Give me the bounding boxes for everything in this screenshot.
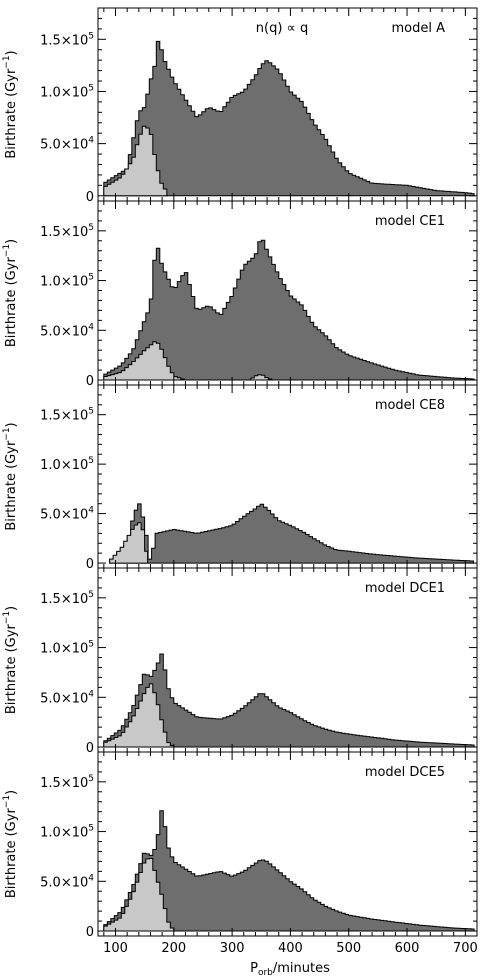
histogram-short-period [103,683,175,748]
y-tick-label: 1.5×105 [40,223,94,240]
x-axis-title-main: P [250,961,258,976]
histogram-short-period [103,341,273,381]
panel-model-dce1: 0 5.0×104 1.0×105 1.5×105 Birthrate (Gyr−1) m… [2,567,478,756]
histogram-short-period [103,857,175,932]
panel-label: model DCE5 [365,765,445,780]
histogram-total [103,239,475,381]
panel-model-ce8: 0 5.0×104 1.0×105 1.5×105 Birthrate (Gyr−1) m… [2,384,478,572]
y-axis-title: Birthrate (Gyr−1) [2,790,19,898]
y-axis-title: Birthrate (Gyr−1) [2,422,19,530]
histogram-total [103,40,475,197]
panel-model-a: 0 5.0×104 1.0×105 1.5×105 Birthrate (Gyr−1) m… [2,7,478,205]
x-tick-label: 600 [395,941,420,956]
panel-annotation: n(q) ∝ q [256,21,308,36]
x-axis-title-rest: /minutes [273,961,330,976]
y-tick-label: 1.5×105 [40,774,94,791]
panel-label: model DCE1 [365,581,445,596]
y-axis-title: Birthrate (Gyr−1) [2,50,19,158]
y-tick-label: 5.0×104 [40,322,94,339]
y-tick-label: 1.0×105 [40,83,94,100]
panel-frame [97,751,478,937]
histogram-total [109,503,475,564]
x-tick-label: 100 [103,941,128,956]
x-axis-title: Porb/minutes [250,961,330,978]
y-tick-label: 5.0×104 [40,136,94,153]
y-tick-label: 0 [86,925,94,940]
panel-model-dce5: 0 5.0×104 1.0×105 1.5×105 Birthrate (Gyr−1) m… [2,751,478,940]
panel-label: model A [391,21,445,36]
y-tick-label: 1.0×105 [40,273,94,290]
y-tick-label: 5.0×104 [40,689,94,706]
x-axis-labels: 100 200 300 400 500 600 700 [103,941,478,956]
y-tick-label: 0 [86,374,94,389]
y-tick-label: 0 [86,557,94,572]
x-tick-label: 500 [336,941,361,956]
x-tick-label: 700 [453,941,478,956]
y-tick-label: 1.0×105 [40,456,94,473]
y-tick-label: 5.0×104 [40,506,94,523]
histogram-short-period [109,522,149,564]
panel-label: model CE8 [375,398,445,413]
y-tick-label: 1.5×105 [40,407,94,424]
y-axis-title: Birthrate (Gyr−1) [2,606,19,714]
x-axis-title-sub: orb [258,968,273,978]
y-tick-label: 1.5×105 [40,590,94,607]
x-tick-label: 400 [278,941,303,956]
histogram-short-period [103,125,168,197]
histogram-total [103,810,475,932]
x-tick-label: 200 [161,941,186,956]
y-tick-label: 1.0×105 [40,640,94,657]
panel-model-ce1: 0 5.0×104 1.0×105 1.5×105 Birthrate (Gyr−1) m… [2,200,478,389]
y-tick-label: 1.0×105 [40,824,94,841]
y-tick-label: 0 [86,741,94,756]
y-axis-title: Birthrate (Gyr−1) [2,239,19,347]
y-tick-label: 0 [86,190,94,205]
x-tick-label: 300 [220,941,245,956]
panel-label: model CE1 [375,214,445,229]
y-tick-label: 1.5×105 [40,31,94,48]
y-tick-label: 5.0×104 [40,873,94,890]
histogram-total [103,653,475,748]
